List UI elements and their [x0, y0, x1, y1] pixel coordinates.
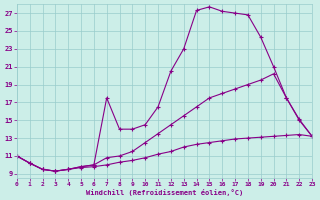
- X-axis label: Windchill (Refroidissement éolien,°C): Windchill (Refroidissement éolien,°C): [86, 189, 243, 196]
